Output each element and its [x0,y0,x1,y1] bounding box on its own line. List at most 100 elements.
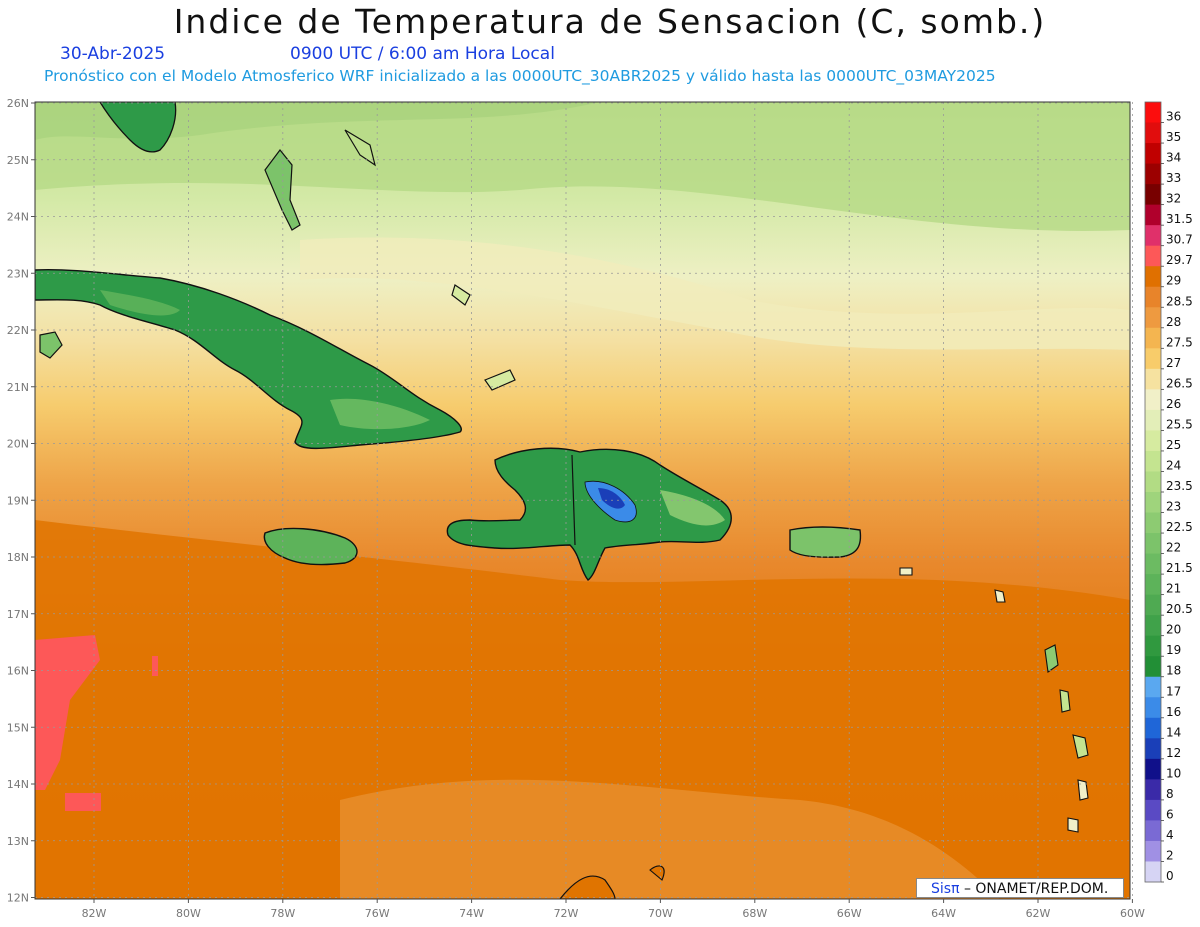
colorbar-swatch [1145,327,1161,349]
isla-juventud [39,331,63,359]
colorbar-swatch [1145,553,1161,575]
colorbar-swatch [1145,738,1161,760]
puerto-rico-land [789,526,862,558]
lat-tick-label: 17N [7,608,29,621]
colorbar-label: 26 [1166,397,1181,411]
lat-tick-label: 23N [7,267,29,280]
colorbar-swatch [1145,574,1161,596]
lat-tick-label: 22N [7,324,29,337]
colorbar-label: 2 [1166,848,1174,862]
lon-tick-label: 64W [931,907,956,920]
colorbar-swatch [1145,122,1161,144]
colorbar-label: 36 [1166,110,1181,124]
colorbar-label: 10 [1166,766,1181,780]
colorbar-swatch [1145,143,1161,165]
colorbar-label: 35 [1166,130,1181,144]
lat-tick-label: 20N [7,438,29,451]
forecast-label: Pronóstico con el Modelo Atmosferico WRF… [44,67,996,85]
lat-tick-label: 12N [7,892,29,905]
lat-tick-label: 13N [7,835,29,848]
st-lucia-land [1077,779,1089,801]
colorbar-swatch [1145,635,1161,657]
longitude-axis: 82W 80W 78W 76W 74W 72W 70W 68W 66W 64W 62W 60W [82,899,1145,920]
colorbar-swatch [1145,697,1161,719]
colorbar-swatch [1145,286,1161,308]
colorbar-swatch [1145,799,1161,821]
virgin-islands-land [899,567,913,576]
lat-tick-label: 25N [7,154,29,167]
colorbar-label: 28.5 [1166,294,1193,308]
lon-tick-label: 68W [742,907,767,920]
cuba-west-light [100,290,180,316]
colorbar-label: 24 [1166,458,1181,472]
colorbar-swatch [1145,861,1161,883]
latitude-axis: 26N 25N 24N 23N 22N 21N 20N 19N 18N 17N 16N 15N 14N 1… [7,97,35,905]
lat-tick-label: 18N [7,551,29,564]
graticule [35,102,1133,899]
colorbar-swatch [1145,840,1161,862]
lat-tick-label: 26N [7,97,29,110]
colorbar-label: 21.5 [1166,561,1193,575]
pale-band [300,237,1130,350]
turks-caicos [484,369,516,391]
lon-tick-label: 80W [176,907,201,920]
colorbar-label: 34 [1166,151,1181,165]
lat-tick-label: 19N [7,494,29,507]
colorbar-swatch [1145,266,1161,288]
colorbar-label: 18 [1166,664,1181,678]
colorbar-swatch [1145,348,1161,370]
colorbar-label: 23.5 [1166,479,1193,493]
colorbar-swatch [1145,430,1161,452]
colorbar-swatch [1145,450,1161,472]
lon-tick-label: 78W [270,907,295,920]
colorbar-label: 22 [1166,541,1181,555]
colorbar-swatch [1145,163,1161,185]
hot-spot-small [65,793,101,811]
colorbar-label: 21 [1166,582,1181,596]
colorbar-swatch [1145,512,1161,534]
colorbar-swatch [1145,758,1161,780]
colorbar-label: 33 [1166,171,1181,185]
colorbar: 363534333231.530.729.72928.52827.52726.5… [1144,101,1193,883]
colorbar-swatch [1145,717,1161,739]
lat-tick-label: 24N [7,211,29,224]
time-label: 0900 UTC / 6:00 am Hora Local [290,44,555,64]
hot-spot-dot [152,656,158,676]
bahamas-andros [264,149,301,231]
colorbar-swatch [1145,656,1161,678]
antigua-land [994,589,1006,603]
colorbar-label: 25.5 [1166,417,1193,431]
colorbar-swatch [1145,225,1161,247]
colorbar-label: 22.5 [1166,520,1193,534]
colorbar-swatch [1145,102,1161,124]
lon-tick-label: 76W [365,907,390,920]
colorbar-label: 6 [1166,807,1174,821]
colorbar-swatch [1145,245,1161,267]
martinique-land [1072,734,1089,759]
colorbar-swatch [1145,184,1161,206]
colorbar-swatch [1145,409,1161,431]
north-green-band [35,102,1130,231]
hispaniola-east-light [660,490,725,526]
colorbar-swatch [1145,820,1161,842]
colorbar-swatch [1145,615,1161,637]
colorbar-swatch [1145,471,1161,493]
colorbar-label: 25 [1166,438,1181,452]
lon-tick-label: 74W [459,907,484,920]
colorbar-swatch [1145,533,1161,555]
lon-tick-label: 62W [1026,907,1051,920]
colorbar-swatch [1145,594,1161,616]
credit-text: – ONAMET/REP.DOM. [959,881,1109,897]
lat-tick-label: 16N [7,665,29,678]
st-vincent-land [1067,817,1079,833]
lon-tick-label: 82W [82,907,107,920]
colorbar-label: 23 [1166,500,1181,514]
jamaica-land [263,527,358,566]
colorbar-label: 17 [1166,684,1181,698]
south-light-patch [340,779,1000,899]
dominica-land [1059,689,1071,713]
colorbar-label: 29.7 [1166,253,1193,267]
colorbar-swatch [1145,676,1161,698]
lon-tick-label: 60W [1120,907,1145,920]
